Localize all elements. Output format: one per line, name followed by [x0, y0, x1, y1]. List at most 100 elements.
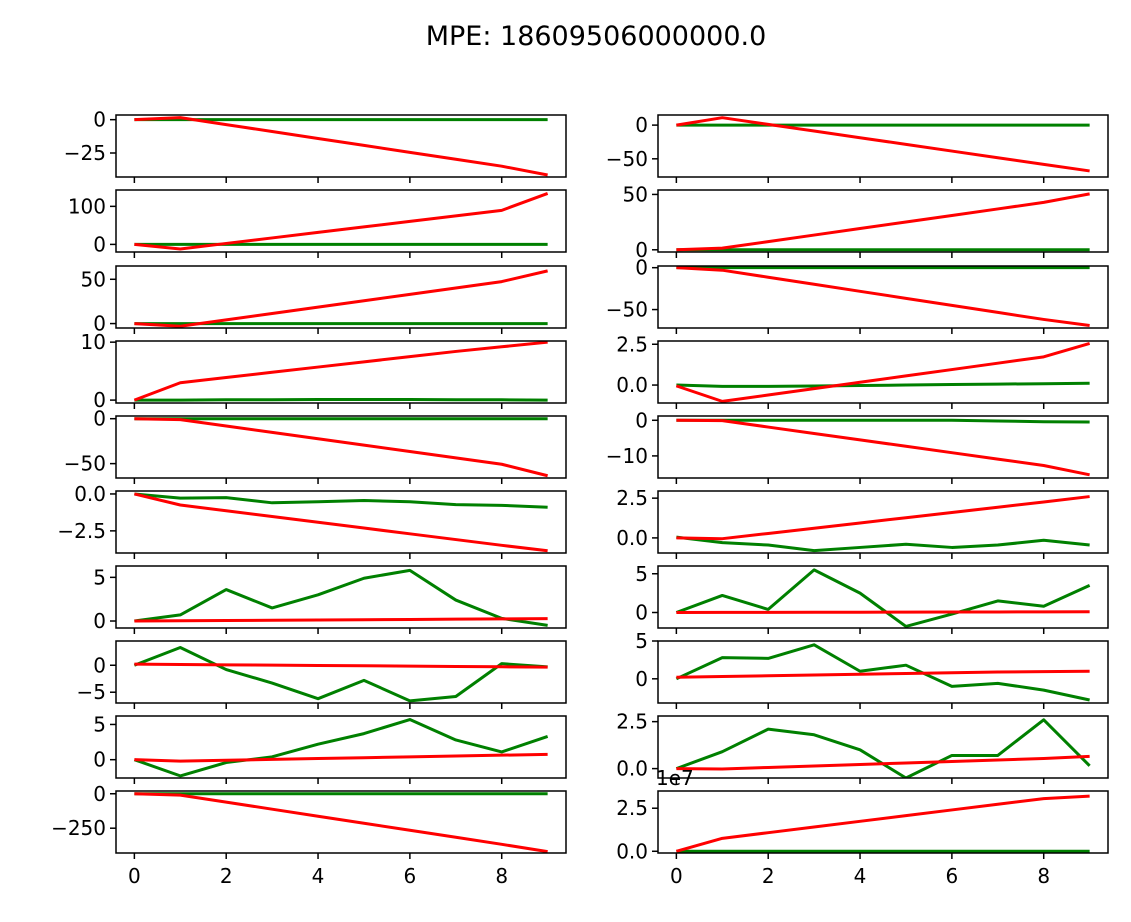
series-line-red: [676, 116, 1090, 173]
y-tick-label: 0.0: [616, 839, 648, 863]
y-tick-label: −10: [606, 444, 648, 468]
y-tick-label: 0.0: [616, 373, 648, 397]
y-tick-label: −50: [64, 452, 106, 476]
series-line-green: [133, 718, 549, 778]
x-tick-label: 0: [670, 864, 683, 888]
series-line-red: [676, 418, 1090, 477]
subplot-9-1: 50: [93, 712, 567, 784]
axes-frame: [115, 189, 567, 253]
y-tick-label: −50: [606, 147, 648, 171]
axes-frame: [657, 715, 1109, 779]
series-line-red: [134, 417, 548, 478]
x-tick-label: 2: [762, 864, 775, 888]
subplot-4-2: 2.5 0.0: [616, 332, 1109, 409]
x-tick-label: 0: [128, 864, 141, 888]
series-line-red: [676, 266, 1090, 327]
axes-frame: [657, 790, 1109, 854]
y-tick-label: 5: [635, 629, 648, 653]
y-tick-label: 0: [93, 748, 106, 772]
y-tick-label: 0: [635, 408, 648, 432]
y-tick-label: −5: [77, 680, 106, 704]
subplot-3-1: 50 0: [81, 265, 567, 336]
axes-frame: [657, 490, 1109, 554]
axes-frame: [657, 565, 1109, 629]
series-line-red: [134, 662, 548, 669]
y-tick-label: 0: [635, 113, 648, 137]
axes-frame: [115, 790, 567, 854]
subplot-8-2: 50: [635, 629, 1109, 709]
subplot-10-2: 2.5 0.0 0 2 4 6 8 1e7: [616, 766, 1109, 888]
series-line-red: [676, 754, 1090, 771]
subplot-2-2: 50 0: [623, 182, 1109, 262]
y-tick-label: −250: [51, 816, 106, 840]
subplot-4-1: 10 0: [81, 330, 567, 412]
figure-title: MPE: 18609506000000.0: [426, 21, 767, 52]
y-tick-label: 5: [93, 565, 106, 589]
series-line-red: [134, 116, 548, 177]
series-line-green: [134, 398, 548, 402]
series-line-red: [675, 794, 1090, 853]
y-tick-label: 0: [635, 667, 648, 691]
series-line-red: [134, 192, 549, 251]
x-tick-label: 4: [854, 864, 867, 888]
y-tick-label: 2.5: [616, 332, 648, 356]
y-tick-label: 0: [93, 609, 106, 633]
series-line-red: [676, 192, 1090, 252]
subplot-10-1: 0 −250 0 2 4 6 8: [51, 782, 567, 888]
subplot-9-2: 2.5 0.0: [616, 710, 1109, 784]
axes-frame: [657, 415, 1109, 479]
series-line-red: [134, 752, 548, 763]
axes-frame: [115, 565, 567, 629]
series-line-green: [675, 643, 1090, 702]
series-line-green: [134, 568, 548, 627]
axes-frame: [657, 189, 1109, 253]
y-tick-label: 0.0: [74, 482, 106, 506]
series-line-green: [675, 568, 1091, 628]
y-tick-label: 2.5: [616, 486, 648, 510]
y-tick-label: 0: [93, 407, 106, 431]
axes-frame: [115, 640, 567, 704]
x-tick-label: 4: [312, 864, 325, 888]
axes-frame: [115, 340, 567, 404]
axes-frame: [657, 265, 1109, 329]
series-line-green: [133, 645, 548, 703]
subplot-3-2: 0 −50: [606, 256, 1109, 334]
x-tick-label: 6: [946, 864, 959, 888]
y-tick-label: −2.5: [57, 519, 106, 543]
axes-frame: [115, 490, 567, 554]
y-tick-label: 0.0: [616, 526, 648, 550]
x-tick-label: 6: [404, 864, 417, 888]
axes-frame: [657, 640, 1109, 704]
subplot-2-1: 100 0: [68, 189, 567, 258]
y-tick-label: −25: [64, 141, 106, 165]
axes-frame: [115, 265, 567, 329]
y-tick-label: 2.5: [616, 796, 648, 820]
x-tick-label: 2: [220, 864, 233, 888]
series-line-red: [676, 495, 1090, 541]
y-tick-label: 0: [93, 108, 106, 132]
y-tick-label: 0: [635, 238, 648, 262]
subplot-7-1: 50: [93, 565, 567, 634]
y-tick-label: 100: [68, 194, 106, 218]
axes-frame: [115, 415, 567, 479]
series-line-red: [134, 269, 548, 328]
axes-frame: [115, 114, 567, 178]
y-tick-label: 0: [635, 601, 648, 625]
subplot-6-1: 0.0 −2.5: [57, 482, 567, 559]
series-line-green: [676, 381, 1090, 388]
axes-frame: [657, 340, 1109, 404]
series-line-green: [676, 418, 1090, 424]
y-tick-label: 50: [81, 267, 106, 291]
y-tick-label: 10: [81, 330, 106, 354]
axes-frame: [657, 114, 1109, 178]
x-tick-label: 8: [495, 864, 508, 888]
y-tick-label: 50: [623, 182, 648, 206]
x-tick-label: 8: [1037, 864, 1050, 888]
series-line-red: [676, 669, 1090, 679]
series-line-red: [134, 617, 548, 623]
axis-offset-label: 1e7: [656, 766, 694, 790]
subplot-6-2: 2.5 0.0: [616, 486, 1109, 559]
y-tick-label: 0: [93, 312, 106, 336]
subplot-5-1: 0 −50: [64, 407, 567, 484]
subplot-1-2: 0−50: [606, 113, 1109, 183]
